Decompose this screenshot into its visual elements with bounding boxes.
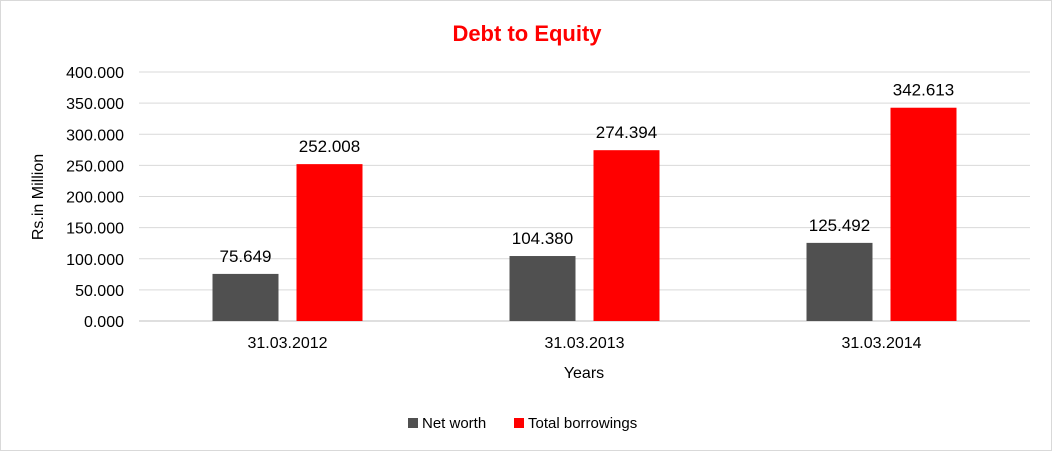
x-tick-label: 31.03.2012: [247, 335, 327, 352]
legend-swatch: [514, 418, 524, 428]
legend-label: Net worth: [422, 415, 486, 432]
x-axis-ticks: 31.03.2012 31.03.2013 31.03.2014: [247, 335, 921, 352]
bar-net-worth: [509, 256, 576, 321]
data-label: 125.492: [809, 216, 870, 235]
x-tick-label: 31.03.2013: [544, 335, 624, 352]
legend-label: Total borrowings: [528, 415, 637, 432]
data-label: 274.394: [596, 123, 657, 142]
x-tick-label: 31.03.2014: [841, 335, 921, 352]
y-tick-label: 350.000: [66, 96, 124, 113]
y-tick-label: 400.000: [66, 65, 124, 82]
gridlines: [139, 71, 1030, 322]
legend-swatch: [408, 418, 418, 428]
y-tick-label: 300.000: [66, 127, 124, 144]
y-tick-label: 150.000: [66, 221, 124, 238]
x-axis-title: Years: [564, 365, 604, 382]
y-tick-label: 250.000: [66, 158, 124, 175]
bars: [212, 107, 957, 321]
data-label: 104.380: [512, 229, 573, 248]
y-axis-title: Rs.in Million: [30, 154, 47, 240]
bar-net-worth: [212, 273, 279, 321]
chart-title: Debt to Equity: [452, 21, 602, 46]
y-tick-label: 50.000: [75, 283, 124, 300]
data-label: 342.613: [893, 81, 954, 100]
bar-total-borrowings: [593, 150, 660, 321]
data-label: 75.649: [220, 247, 272, 266]
bar-net-worth: [806, 242, 873, 321]
y-tick-label: 200.000: [66, 190, 124, 207]
bar-total-borrowings: [890, 107, 957, 321]
y-tick-label: 0.000: [84, 314, 124, 331]
y-tick-label: 100.000: [66, 252, 124, 269]
bar-total-borrowings: [296, 164, 363, 321]
data-labels: 75.649 252.008 104.380 274.394 125.492 342.61…: [220, 81, 955, 266]
data-label: 252.008: [299, 137, 360, 156]
y-axis-ticks: 0.000 50.000 100.000 150.000 200.000 250.000 3…: [66, 65, 124, 331]
legend: Net worth Total borrowings: [408, 415, 637, 432]
